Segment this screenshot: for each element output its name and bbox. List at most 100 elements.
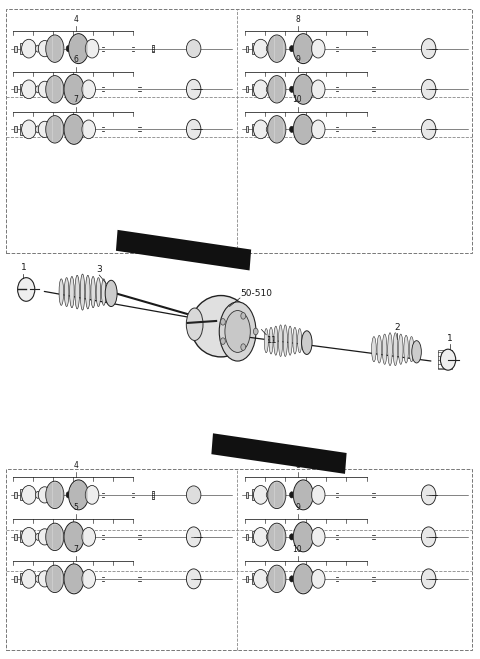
Ellipse shape: [46, 115, 64, 143]
Ellipse shape: [295, 45, 300, 52]
Ellipse shape: [293, 34, 313, 64]
Ellipse shape: [253, 569, 268, 588]
Ellipse shape: [66, 127, 71, 132]
Ellipse shape: [91, 277, 96, 308]
Circle shape: [220, 318, 225, 325]
Ellipse shape: [64, 74, 84, 104]
Bar: [6, 9, 472, 252]
Ellipse shape: [69, 480, 88, 510]
Ellipse shape: [266, 533, 271, 540]
Ellipse shape: [312, 120, 325, 138]
Circle shape: [253, 328, 258, 335]
Ellipse shape: [421, 79, 436, 100]
Ellipse shape: [66, 534, 71, 540]
Ellipse shape: [266, 575, 271, 583]
Bar: [252, 489, 254, 500]
Ellipse shape: [36, 86, 40, 93]
Ellipse shape: [266, 126, 271, 132]
Ellipse shape: [64, 277, 69, 306]
Bar: [152, 45, 154, 52]
Ellipse shape: [22, 527, 36, 546]
Text: 1: 1: [447, 333, 453, 343]
Ellipse shape: [372, 337, 376, 362]
Ellipse shape: [38, 121, 51, 138]
Text: 50-510: 50-510: [240, 289, 272, 298]
Bar: [252, 531, 254, 542]
Ellipse shape: [301, 331, 312, 355]
Bar: [252, 124, 254, 135]
Text: 7: 7: [74, 96, 79, 104]
Polygon shape: [116, 230, 251, 270]
Ellipse shape: [289, 576, 294, 582]
Ellipse shape: [22, 486, 36, 504]
Ellipse shape: [22, 80, 36, 99]
Ellipse shape: [82, 120, 96, 138]
Ellipse shape: [312, 527, 325, 546]
Ellipse shape: [266, 45, 271, 52]
Bar: [20, 531, 23, 542]
Ellipse shape: [36, 126, 40, 132]
Ellipse shape: [295, 86, 300, 92]
Ellipse shape: [186, 527, 201, 547]
Ellipse shape: [312, 569, 325, 588]
Ellipse shape: [64, 115, 84, 144]
Ellipse shape: [266, 492, 271, 498]
Ellipse shape: [85, 486, 99, 504]
Bar: [252, 84, 254, 95]
Bar: [14, 534, 17, 540]
Ellipse shape: [70, 277, 74, 308]
Ellipse shape: [22, 569, 36, 588]
Ellipse shape: [268, 565, 286, 592]
Ellipse shape: [38, 81, 51, 98]
Bar: [6, 469, 472, 650]
Ellipse shape: [293, 522, 313, 552]
Ellipse shape: [69, 34, 88, 64]
Ellipse shape: [82, 80, 96, 99]
Ellipse shape: [293, 480, 313, 510]
Ellipse shape: [295, 576, 300, 582]
Circle shape: [220, 338, 225, 345]
Ellipse shape: [264, 329, 268, 353]
Ellipse shape: [59, 279, 63, 305]
Bar: [246, 45, 248, 52]
Ellipse shape: [46, 565, 64, 592]
Ellipse shape: [46, 76, 64, 103]
Ellipse shape: [298, 329, 302, 353]
Ellipse shape: [64, 522, 84, 552]
Ellipse shape: [409, 337, 414, 362]
Ellipse shape: [289, 127, 294, 132]
Ellipse shape: [186, 119, 201, 139]
Bar: [20, 124, 23, 135]
Ellipse shape: [66, 492, 71, 498]
Ellipse shape: [36, 575, 40, 583]
Ellipse shape: [186, 308, 203, 341]
Ellipse shape: [312, 486, 325, 504]
Ellipse shape: [283, 325, 288, 357]
Ellipse shape: [377, 335, 382, 363]
Ellipse shape: [186, 40, 201, 57]
Ellipse shape: [253, 486, 268, 504]
Ellipse shape: [268, 35, 286, 63]
Text: 3: 3: [96, 265, 102, 273]
Bar: [14, 86, 17, 92]
Text: 9: 9: [295, 55, 300, 65]
Ellipse shape: [268, 115, 286, 143]
Ellipse shape: [278, 325, 283, 357]
Ellipse shape: [312, 40, 325, 58]
Ellipse shape: [36, 492, 40, 498]
Ellipse shape: [105, 280, 117, 306]
Bar: [20, 573, 23, 585]
Ellipse shape: [38, 41, 51, 57]
Text: 4: 4: [74, 461, 79, 470]
Bar: [20, 43, 23, 54]
Text: 5: 5: [74, 503, 79, 512]
Circle shape: [18, 277, 35, 301]
Ellipse shape: [312, 80, 325, 99]
Text: 11: 11: [266, 336, 277, 345]
Ellipse shape: [393, 333, 397, 366]
Text: 6: 6: [74, 55, 79, 65]
Ellipse shape: [66, 576, 71, 582]
Ellipse shape: [36, 45, 40, 52]
Bar: [246, 127, 248, 132]
Ellipse shape: [295, 127, 300, 132]
